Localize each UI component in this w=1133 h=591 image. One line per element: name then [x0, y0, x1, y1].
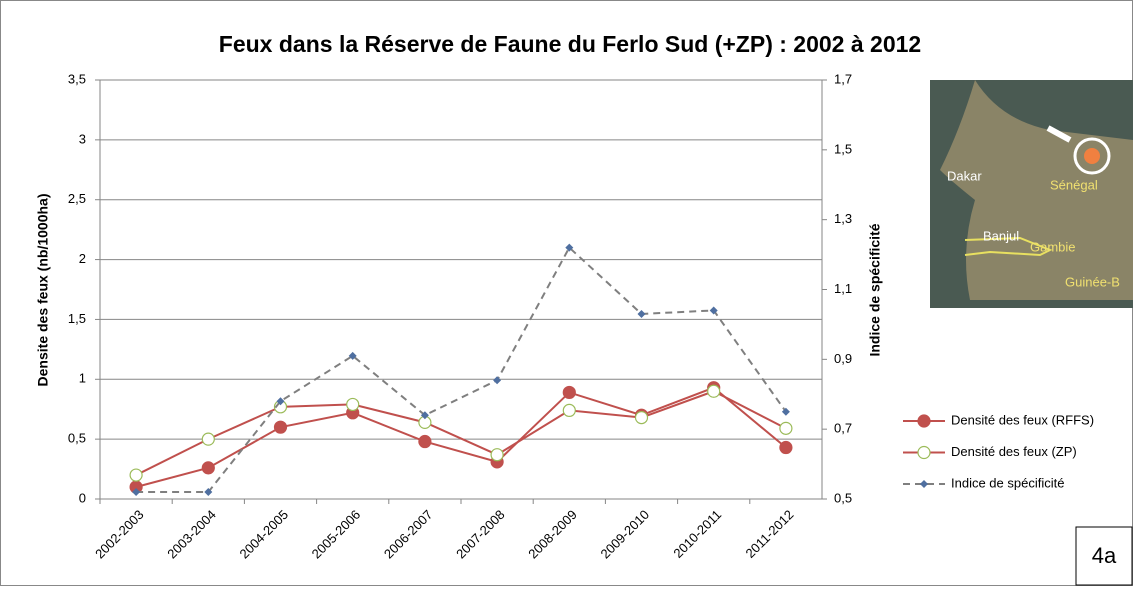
point — [562, 385, 576, 400]
point — [917, 445, 931, 460]
map-circle — [1073, 137, 1111, 175]
y2-tick-label: 0,5 — [834, 490, 852, 505]
y-tick-label: 0 — [79, 490, 86, 505]
map-label: Gambie — [1030, 239, 1076, 254]
point — [346, 397, 360, 412]
point — [420, 411, 429, 420]
point — [634, 410, 649, 425]
point — [348, 351, 357, 360]
point — [707, 384, 721, 398]
map-land — [940, 80, 1133, 300]
point — [273, 420, 288, 434]
point — [565, 243, 574, 252]
y-tick-label: 2,5 — [68, 191, 86, 206]
point — [917, 414, 931, 428]
point — [201, 461, 215, 475]
series-line — [136, 245, 787, 494]
figure-label: 4a — [1092, 543, 1117, 568]
series-line — [135, 390, 787, 476]
map-border — [964, 236, 1053, 257]
point — [709, 306, 718, 315]
chart-title: Feux dans la Réserve de Faune du Ferlo S… — [219, 31, 921, 57]
legend-label: Indice de spécificité — [951, 475, 1064, 490]
point — [490, 448, 504, 462]
point — [201, 432, 215, 446]
y-axis-title: Densite des feux (nb/1000ha) — [35, 194, 51, 387]
map-label: Guinée-B — [1065, 274, 1120, 289]
map-label: Sénégal — [1050, 177, 1098, 192]
point — [493, 376, 502, 385]
legend-label: Densité des feux (RFFS) — [951, 412, 1094, 427]
point — [132, 488, 141, 497]
y2-tick-label: 1,1 — [834, 281, 852, 296]
y-tick-label: 2 — [79, 251, 86, 266]
point — [779, 440, 793, 455]
y2-axis-title: Indice de spécificité — [867, 223, 883, 356]
y-tick-label: 1 — [79, 371, 86, 386]
y-tick-label: 3,5 — [68, 71, 86, 86]
point — [562, 403, 576, 418]
legend-label: Densité des feux (ZP) — [951, 444, 1077, 459]
map-label: Dakar — [947, 168, 982, 183]
map-inset: Dakar Sénégal Banjul Gambie Guinée-B — [930, 80, 1133, 308]
y-tick-label: 1,5 — [68, 311, 86, 326]
point — [637, 309, 646, 318]
y-tick-label: 3 — [79, 131, 86, 146]
series-line — [135, 386, 787, 488]
y2-tick-label: 1,7 — [834, 71, 852, 86]
figure-label-box — [1075, 526, 1133, 586]
y2-tick-label: 1,3 — [834, 211, 852, 226]
y-tick-label: 0,5 — [68, 431, 86, 446]
map-arrow — [1046, 125, 1072, 143]
point — [781, 407, 790, 416]
y2-tick-label: 0,9 — [834, 351, 852, 366]
map-point — [1084, 148, 1100, 164]
point — [418, 434, 432, 449]
y2-tick-label: 1,5 — [834, 141, 852, 156]
point — [276, 397, 285, 406]
y2-tick-label: 0,7 — [834, 421, 852, 436]
point — [920, 480, 928, 488]
map-label: Banjul — [983, 228, 1019, 243]
point — [779, 421, 793, 435]
point — [204, 488, 213, 497]
point — [129, 468, 143, 482]
